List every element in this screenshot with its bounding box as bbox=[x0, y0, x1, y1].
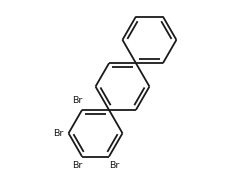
Text: Br: Br bbox=[109, 161, 119, 170]
Text: Br: Br bbox=[53, 129, 63, 138]
Text: Br: Br bbox=[72, 161, 82, 170]
Text: Br: Br bbox=[72, 96, 82, 106]
